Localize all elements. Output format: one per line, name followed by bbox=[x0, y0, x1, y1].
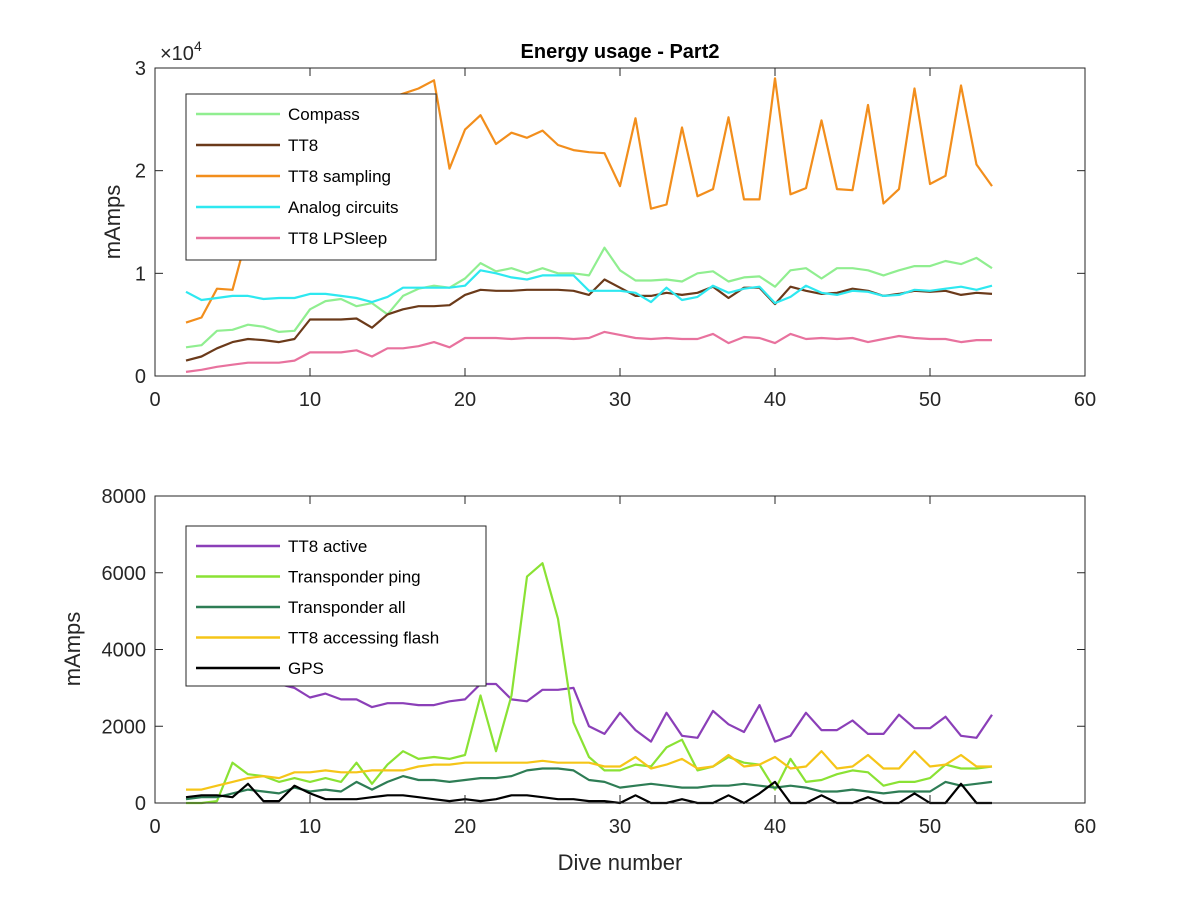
bottom-y-tick-label: 6000 bbox=[102, 563, 147, 585]
top-y-exponent-base: ×10 bbox=[160, 43, 194, 65]
bottom-x-tick-label: 30 bbox=[609, 816, 631, 838]
top-y-tick-label: 1 bbox=[135, 263, 146, 285]
bottom-subplot: mAmps Dive number 0 10 20 30 40 50 60 0 2000 4000… bbox=[60, 486, 1096, 875]
top-legend-label-compass: Compass bbox=[288, 105, 360, 124]
top-y-exponent: ×104 bbox=[160, 38, 202, 65]
top-legend-label-tt8: TT8 bbox=[288, 136, 318, 155]
top-y-exponent-power: 4 bbox=[194, 38, 202, 54]
bottom-y-tick-label: 4000 bbox=[102, 640, 147, 662]
top-legend-label-tt8-sampling: TT8 sampling bbox=[288, 167, 391, 186]
bottom-legend-label-tt8-active: TT8 active bbox=[288, 537, 367, 556]
bottom-legend-label-tt8-accessing-flash: TT8 accessing flash bbox=[288, 629, 439, 648]
top-series-line-tt8 bbox=[185, 278, 993, 362]
top-x-tick-label: 40 bbox=[764, 389, 786, 411]
top-x-tick-label: 20 bbox=[454, 389, 476, 411]
top-x-tick-label: 60 bbox=[1074, 389, 1096, 411]
top-series-line-compass bbox=[185, 246, 993, 349]
bottom-legend: TT8 active Transponder ping Transponder al… bbox=[185, 525, 487, 687]
top-series-line-analog-circuits bbox=[185, 269, 993, 305]
bottom-x-axis-title: Dive number bbox=[558, 850, 683, 875]
top-legend-label-analog-circuits: Analog circuits bbox=[288, 198, 399, 217]
bottom-x-tick-label: 50 bbox=[919, 816, 941, 838]
top-y-tick-label: 0 bbox=[135, 366, 146, 388]
bottom-legend-label-transponder-ping: Transponder ping bbox=[288, 568, 421, 587]
top-legend-label-tt8-lpsleep: TT8 LPSleep bbox=[288, 229, 387, 248]
bottom-y-axis-title: mAmps bbox=[60, 612, 85, 687]
top-subplot: Energy usage - Part2 ×104 mAmps 0 10 20 30 4… bbox=[100, 38, 1096, 411]
bottom-y-tick-label: 2000 bbox=[102, 716, 147, 738]
top-x-tick-label: 0 bbox=[149, 389, 160, 411]
bottom-series-line-tt8-active bbox=[185, 663, 993, 743]
top-series-line-tt8-lpsleep bbox=[185, 330, 992, 373]
top-y-tick-label: 3 bbox=[135, 58, 146, 80]
bottom-x-tick-label: 40 bbox=[764, 816, 786, 838]
bottom-x-tick-label: 60 bbox=[1074, 816, 1096, 838]
top-chart-title: Energy usage - Part2 bbox=[521, 41, 720, 63]
bottom-series-line-gps bbox=[185, 780, 992, 805]
bottom-x-tick-label: 0 bbox=[149, 816, 160, 838]
bottom-x-tick-label: 20 bbox=[454, 816, 476, 838]
bottom-series-line-tt8-accessing-flash bbox=[186, 750, 992, 791]
bottom-x-tick-label: 10 bbox=[299, 816, 321, 838]
bottom-series-group bbox=[185, 562, 993, 805]
top-x-tick-label: 10 bbox=[299, 389, 321, 411]
top-legend: Compass TT8 TT8 sampling Analog circuits TT8… bbox=[185, 93, 437, 261]
bottom-series-line-transponder-ping bbox=[186, 562, 993, 805]
bottom-y-tick-label: 0 bbox=[135, 793, 146, 815]
top-y-tick-label: 2 bbox=[135, 161, 146, 183]
top-x-tick-label: 30 bbox=[609, 389, 631, 411]
bottom-y-tick-label: 8000 bbox=[102, 486, 147, 508]
bottom-legend-label-gps: GPS bbox=[288, 659, 324, 678]
bottom-legend-label-transponder-all: Transponder all bbox=[288, 598, 406, 617]
top-x-tick-label: 50 bbox=[919, 389, 941, 411]
top-y-axis-title: mAmps bbox=[100, 185, 125, 260]
bottom-series-line-transponder-all bbox=[185, 767, 993, 801]
